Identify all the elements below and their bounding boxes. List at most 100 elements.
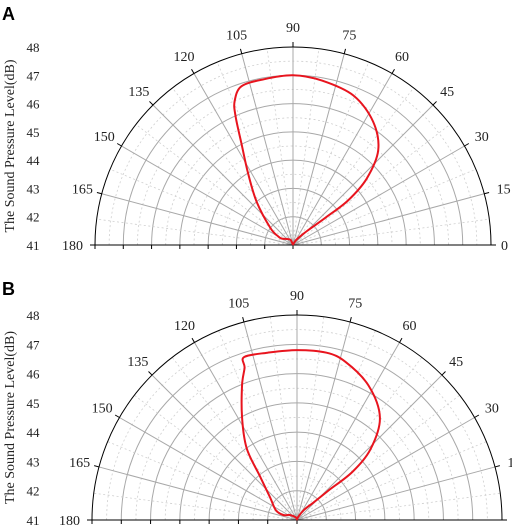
- spoke: [241, 53, 294, 246]
- spoke: [292, 104, 434, 246]
- angle-tick-label: 60: [403, 319, 417, 334]
- angle-tick-label: 165: [69, 456, 90, 471]
- radial-tick-label: 43: [27, 181, 40, 196]
- minor-spoke: [296, 492, 501, 521]
- minor-spoke: [292, 168, 477, 246]
- angle-tick-mark: [148, 371, 153, 376]
- spoke: [194, 342, 298, 521]
- spoke: [292, 145, 465, 246]
- minor-spoke: [109, 168, 294, 246]
- angle-tick-mark: [349, 317, 352, 323]
- minor-spoke: [135, 124, 294, 246]
- angle-tick-label: 90: [286, 21, 300, 36]
- angle-tick-mark: [399, 337, 403, 343]
- minor-spoke: [292, 87, 414, 246]
- angle-tick-label: 15: [507, 456, 512, 471]
- spoke: [292, 193, 485, 246]
- radial-tick-label: 42: [27, 484, 40, 499]
- radial-tick-label: 43: [27, 454, 40, 469]
- series-line: [233, 74, 380, 246]
- radial-tick-label: 45: [27, 125, 40, 140]
- minor-spoke: [96, 218, 294, 246]
- spoke: [193, 73, 294, 246]
- angle-tick-label: 30: [475, 130, 489, 145]
- angle-tick-label: 150: [92, 402, 113, 417]
- spoke: [101, 193, 294, 246]
- angle-tick-label: 135: [128, 85, 149, 100]
- minor-spoke: [292, 218, 490, 246]
- angle-tick-mark: [239, 48, 243, 54]
- angle-tick-label: 135: [127, 355, 148, 370]
- spoke: [296, 321, 351, 521]
- polar-chart-a: A 0 15 30 45 60 75 90 105 120 135 150 165 180 41 42 43 44…: [2, 4, 511, 254]
- minor-spoke: [292, 61, 370, 246]
- minor-spoke: [292, 48, 320, 246]
- angle-tick-mark: [432, 101, 437, 106]
- y-axis-label: The Sound Pressure Level(dB): [3, 59, 18, 232]
- angle-tick-label: 75: [342, 28, 356, 43]
- radial-tick-label: 48: [27, 40, 40, 55]
- angle-tick-mark: [149, 101, 154, 106]
- radial-tick-label: 42: [27, 210, 40, 225]
- angle-tick-mark: [343, 48, 347, 54]
- spoke: [98, 466, 298, 521]
- angle-tick-label: 0: [501, 239, 508, 254]
- radial-tick-label: 46: [27, 367, 41, 382]
- minor-spoke: [266, 48, 294, 246]
- outer-boundary: [91, 314, 503, 521]
- minor-ring: [221, 174, 365, 246]
- radial-tick-label: 41: [27, 513, 40, 528]
- minor-spoke: [216, 61, 294, 246]
- minor-spoke: [296, 330, 376, 521]
- spoke: [151, 374, 298, 521]
- radial-tick-label: 47: [27, 68, 41, 83]
- spoke: [152, 104, 294, 246]
- angle-tick-label: 45: [449, 355, 463, 370]
- angle-tick-label: 15: [497, 183, 511, 198]
- spoke: [292, 53, 345, 246]
- angle-tick-label: 30: [485, 402, 499, 417]
- angle-tick-label: 120: [174, 50, 195, 65]
- minor-spoke: [296, 441, 487, 521]
- radial-tick-label: 44: [27, 153, 41, 168]
- radial-tick-label: 45: [27, 396, 40, 411]
- angle-tick-mark: [494, 465, 500, 468]
- minor-spoke: [269, 316, 298, 521]
- angle-tick-mark: [114, 414, 120, 418]
- minor-spoke: [93, 492, 298, 521]
- angle-tick-label: 150: [94, 130, 115, 145]
- angle-tick-label: 45: [440, 85, 454, 100]
- minor-spoke: [296, 394, 460, 521]
- outer-boundary: [94, 46, 492, 246]
- angle-tick-mark: [391, 68, 395, 74]
- minor-spoke: [107, 441, 298, 521]
- angle-tick-label: 165: [72, 183, 93, 198]
- angle-tick-mark: [96, 191, 102, 195]
- angle-tick-mark: [191, 337, 195, 343]
- panel-letter: B: [2, 279, 15, 299]
- angle-tick-label: 180: [59, 514, 80, 528]
- angle-tick-mark: [191, 68, 195, 74]
- minor-spoke: [296, 357, 423, 521]
- spoke: [121, 145, 294, 246]
- angle-tick-mark: [441, 371, 446, 376]
- minor-ring: [193, 145, 393, 246]
- minor-spoke: [296, 316, 325, 521]
- angle-tick-mark: [242, 317, 245, 323]
- minor-spoke: [171, 357, 298, 521]
- minor-spoke: [172, 87, 294, 246]
- angle-tick-label: 60: [395, 50, 409, 65]
- radial-tick-label: 48: [27, 308, 40, 323]
- radial-tick-label: 46: [27, 97, 41, 112]
- angle-tick-mark: [464, 143, 470, 147]
- minor-spoke: [292, 124, 451, 246]
- radial-tick-label: 41: [27, 238, 40, 253]
- minor-spoke: [218, 330, 298, 521]
- panel-letter: A: [2, 4, 15, 24]
- spoke: [292, 73, 393, 246]
- spoke: [119, 417, 298, 521]
- spoke: [296, 417, 475, 521]
- minor-ring: [250, 202, 336, 246]
- angle-tick-mark: [474, 414, 480, 418]
